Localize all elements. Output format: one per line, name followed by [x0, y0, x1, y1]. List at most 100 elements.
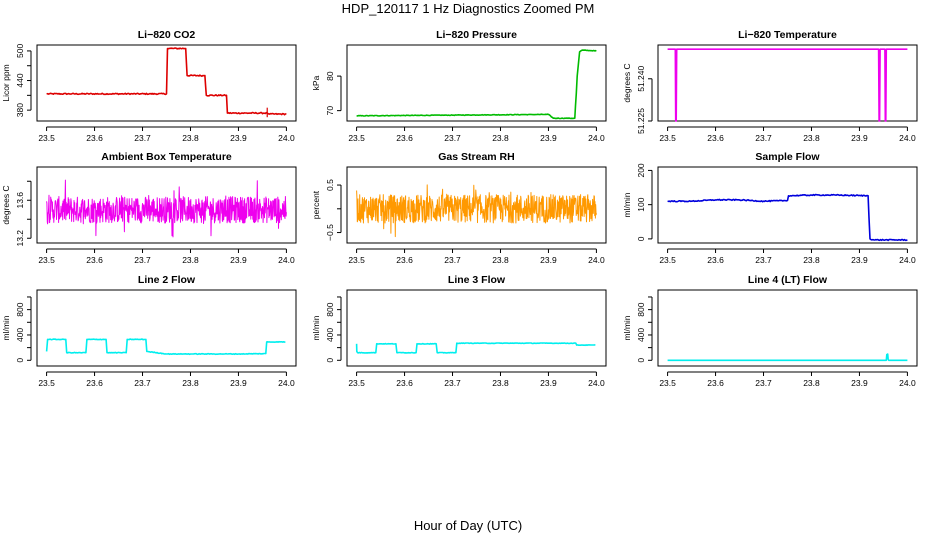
plot-frame: [36, 289, 297, 367]
x-tick-label: 24.0: [899, 133, 916, 143]
x-tick-label: 23.6: [86, 378, 103, 388]
chart-panel-4: Ambient Box Temperature 23.5 23.6 23.7 23.8 2…: [1, 151, 297, 265]
x-tick-label: 23.8: [182, 378, 199, 388]
x-tick-label: 24.0: [899, 378, 916, 388]
x-tick-label: 23.5: [348, 378, 365, 388]
y-tick-label: 400: [15, 328, 25, 342]
x-tick-label: 23.5: [659, 255, 676, 265]
x-tick-label: 24.0: [588, 378, 605, 388]
y-tick-label: 0: [15, 358, 25, 363]
y-tick-label: −0.5: [325, 224, 335, 241]
x-tick-label: 23.9: [540, 133, 557, 143]
y-tick-label: 0.5: [325, 179, 335, 191]
chart-panel-2: Li−820 Pressure 23.5 23.6 23.7 23.8 23.9 24.0 7…: [311, 29, 607, 143]
x-tick-label: 23.8: [492, 255, 509, 265]
x-tick-label: 23.6: [707, 133, 724, 143]
chart-panel-8: Line 3 Flow 23.5 23.6 23.7 23.8 23.9 24.0 0 400 8…: [311, 274, 607, 388]
plot-frame: [657, 44, 918, 122]
y-tick-label: 13.2: [15, 230, 25, 247]
chart-panel-9: Line 4 (LT) Flow 23.5 23.6 23.7 23.8 23.9 24.0…: [622, 274, 918, 388]
y-tick-label: 500: [15, 44, 25, 58]
x-tick-label: 23.7: [134, 133, 151, 143]
y-axis-label: ml/min: [622, 315, 632, 340]
y-axis-label: ml/min: [1, 315, 11, 340]
x-tick-label: 23.8: [492, 378, 509, 388]
chart-title: Ambient Box Temperature: [101, 151, 232, 163]
plot-frame: [346, 289, 607, 367]
y-tick-label: 440: [15, 73, 25, 87]
y-tick-label: 100: [636, 197, 646, 211]
y-tick-label: 380: [15, 103, 25, 117]
x-tick-label: 23.6: [396, 255, 413, 265]
x-tick-label: 23.5: [38, 133, 55, 143]
plot-frame: [657, 166, 918, 244]
x-tick-label: 23.6: [396, 133, 413, 143]
x-tick-label: 23.6: [707, 378, 724, 388]
x-tick-label: 24.0: [899, 255, 916, 265]
x-tick-label: 23.5: [38, 378, 55, 388]
x-tick-label: 23.8: [182, 133, 199, 143]
series-line-1: [46, 47, 287, 116]
x-tick-label: 23.9: [230, 255, 247, 265]
chart-title: Li−820 CO2: [138, 29, 196, 41]
x-tick-label: 23.9: [540, 378, 557, 388]
x-tick-label: 23.5: [348, 133, 365, 143]
x-tick-label: 23.5: [659, 133, 676, 143]
y-tick-label: 51.225: [636, 108, 646, 134]
x-tick-label: 24.0: [278, 133, 295, 143]
x-tick-label: 23.5: [38, 255, 55, 265]
x-tick-label: 23.6: [707, 255, 724, 265]
series-line-1: [667, 353, 908, 362]
x-tick-label: 23.9: [540, 255, 557, 265]
x-tick-label: 23.7: [134, 378, 151, 388]
x-tick-label: 24.0: [588, 255, 605, 265]
chart-panel-7: Line 2 Flow 23.5 23.6 23.7 23.8 23.9 24.0 0 400 8…: [1, 274, 297, 388]
x-tick-label: 23.7: [444, 378, 461, 388]
x-tick-label: 23.6: [86, 255, 103, 265]
x-tick-label: 23.8: [182, 255, 199, 265]
series-line-1: [667, 193, 908, 242]
y-tick-label: 0: [636, 358, 646, 363]
chart-panel-5: Gas Stream RH 23.5 23.6 23.7 23.8 23.9 24.0 −0.…: [311, 151, 607, 265]
chart-panel-3: Li−820 Temperature 23.5 23.6 23.7 23.8 23.9 24…: [622, 29, 918, 143]
series-line-1: [667, 48, 908, 122]
y-axis-label: Licor ppm: [1, 64, 11, 101]
x-tick-label: 23.9: [230, 133, 247, 143]
x-axis-label: Hour of Day (UTC): [413, 518, 523, 533]
y-tick-label: 400: [325, 328, 335, 342]
chart-title: Li−820 Pressure: [436, 29, 517, 41]
y-tick-label: 51.240: [636, 66, 646, 92]
y-axis-label: ml/min: [311, 315, 321, 340]
x-tick-label: 23.9: [851, 255, 868, 265]
x-tick-label: 23.5: [659, 378, 676, 388]
y-tick-label: 800: [15, 302, 25, 316]
chart-title: Sample Flow: [755, 151, 820, 163]
page-title: HDP_120117 1 Hz Diagnostics Zoomed PM: [341, 1, 595, 16]
chart-title: Line 3 Flow: [448, 274, 506, 286]
x-tick-label: 24.0: [278, 378, 295, 388]
y-tick-label: 13.6: [15, 192, 25, 209]
y-axis-label: ml/min: [622, 192, 632, 217]
series-line-1: [46, 179, 287, 238]
x-tick-label: 23.7: [755, 133, 772, 143]
series-line-1: [45, 338, 286, 356]
y-tick-label: 800: [325, 302, 335, 316]
x-tick-label: 23.7: [755, 255, 772, 265]
chart-title: Gas Stream RH: [438, 151, 514, 163]
y-tick-label: 80: [325, 71, 335, 81]
x-tick-label: 24.0: [588, 133, 605, 143]
x-tick-label: 24.0: [278, 255, 295, 265]
x-tick-label: 23.7: [444, 255, 461, 265]
series-line-1: [356, 49, 597, 120]
y-axis-label: degrees C: [1, 185, 11, 224]
y-tick-label: 0: [636, 236, 646, 241]
x-tick-label: 23.9: [230, 378, 247, 388]
plot-frame: [346, 44, 607, 122]
y-tick-label: 800: [636, 302, 646, 316]
plot-frame: [36, 44, 297, 122]
x-tick-label: 23.7: [444, 133, 461, 143]
plot-frame: [657, 289, 918, 367]
x-tick-label: 23.8: [803, 133, 820, 143]
y-tick-label: 70: [325, 106, 335, 116]
x-tick-label: 23.8: [803, 255, 820, 265]
